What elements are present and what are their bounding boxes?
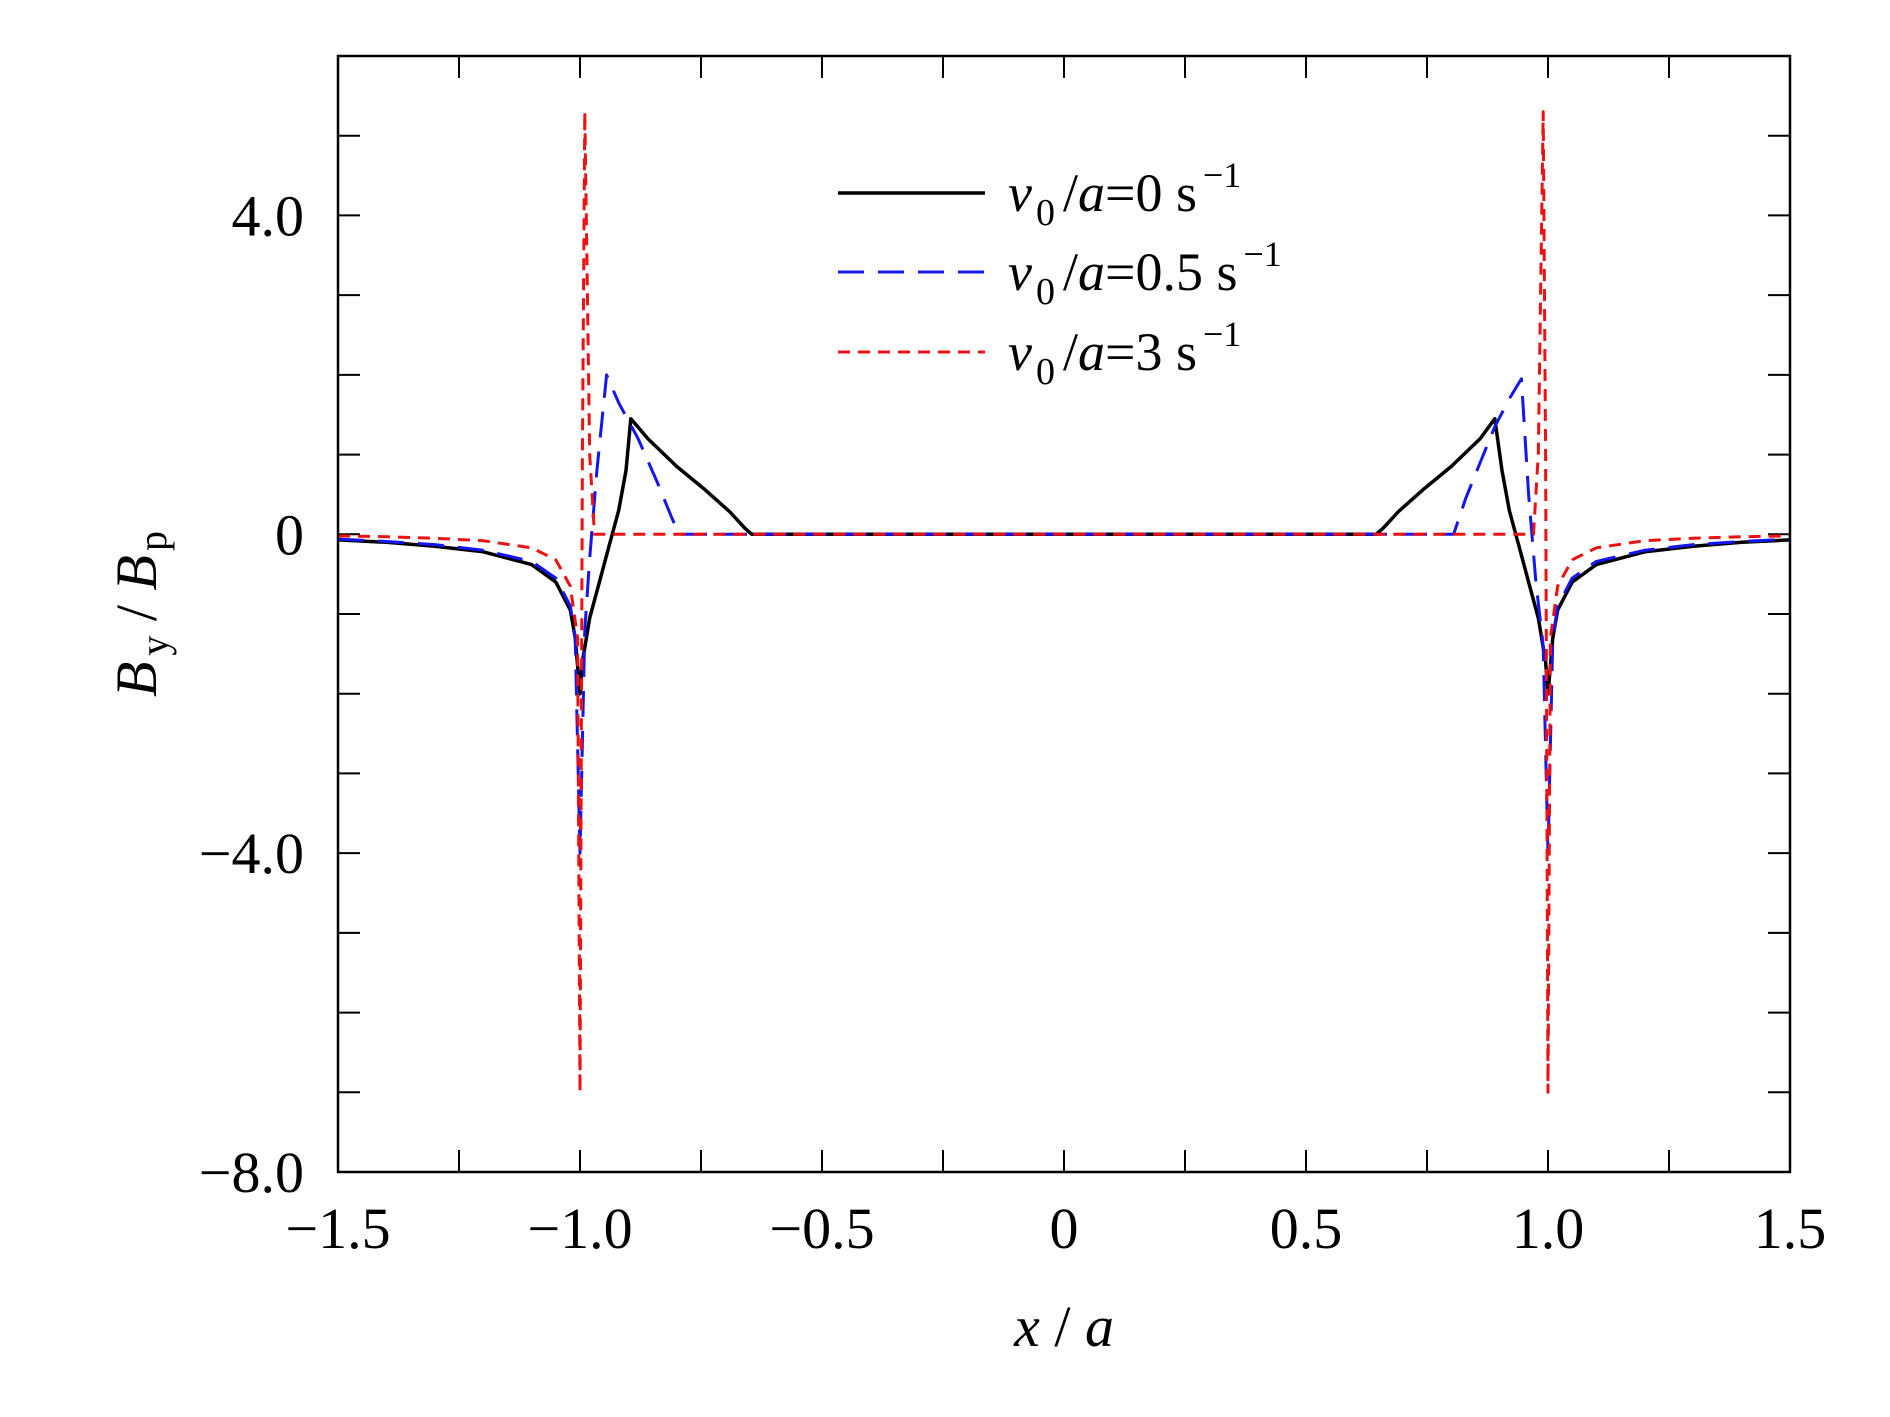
legend-v: v [1008,242,1032,302]
legend-mid: / [1063,242,1078,302]
y-axis-den-sub: p [130,531,175,551]
legend-sub: 0 [1036,192,1055,234]
x-tick-label: 0.5 [1270,1196,1343,1261]
legend-label-0: v 0/a=0 s −1 [1008,155,1241,234]
y-axis-den: B [104,555,169,590]
legend-label-2: v 0/a=3 s −1 [1008,314,1241,393]
legend-sup: −1 [1203,155,1241,195]
x-tick-label: 0 [1050,1196,1079,1261]
legend-label-1: v 0/a=0.5 s −1 [1008,234,1282,313]
series-layer [338,110,1790,1094]
x-axis-sep: / [1040,1294,1085,1359]
x-axis-den: a [1085,1294,1114,1359]
ticks-layer [337,56,1791,1173]
legend-sub: 0 [1036,351,1055,393]
x-axis-var: x [1013,1294,1040,1359]
y-tick-label: −8.0 [199,1140,304,1205]
x-tick-label: 1.5 [1754,1196,1827,1261]
legend: v 0/a=0 s −1v 0/a=0.5 s −1v 0/a=3 s −1 [838,155,1282,393]
legend-mid: / [1063,163,1078,223]
y-axis-sep: / [104,590,169,635]
legend-eq: =0.5 s [1105,242,1237,302]
series-line-1 [338,373,1790,855]
x-tick-label: −1.0 [527,1196,632,1261]
legend-v: v [1008,322,1032,382]
y-axis-title: By / Bp [104,531,177,697]
legend-v: v [1008,163,1032,223]
y-tick-label: −4.0 [199,821,304,886]
x-tick-label: −0.5 [769,1196,874,1261]
y-axis-var-sub: y [132,636,177,656]
x-tick-label: −1.5 [285,1196,390,1261]
series-line-0 [338,416,1790,696]
legend-eq: =0 s [1105,163,1197,223]
legend-a: a [1078,163,1105,223]
y-tick-label: 0 [275,502,304,567]
legend-sup: −1 [1243,234,1281,274]
y-axis-var: B [104,662,169,697]
y-tick-label: 4.0 [232,183,305,248]
legend-sub: 0 [1036,271,1055,313]
legend-a: a [1078,322,1105,382]
x-tick-label: 1.0 [1512,1196,1585,1261]
x-axis-title: x / a [1013,1294,1114,1359]
legend-mid: / [1063,322,1078,382]
legend-a: a [1078,242,1105,302]
plot-frame [336,54,1792,1174]
legend-eq: =3 s [1105,322,1197,382]
tick-labels: −1.5 −1.0 −0.5 0 0.5 1.0 1.5 4.0 0 −4.0 −8.0 [199,183,1826,1261]
legend-sup: −1 [1203,314,1241,354]
series-line-2 [338,110,1790,1094]
